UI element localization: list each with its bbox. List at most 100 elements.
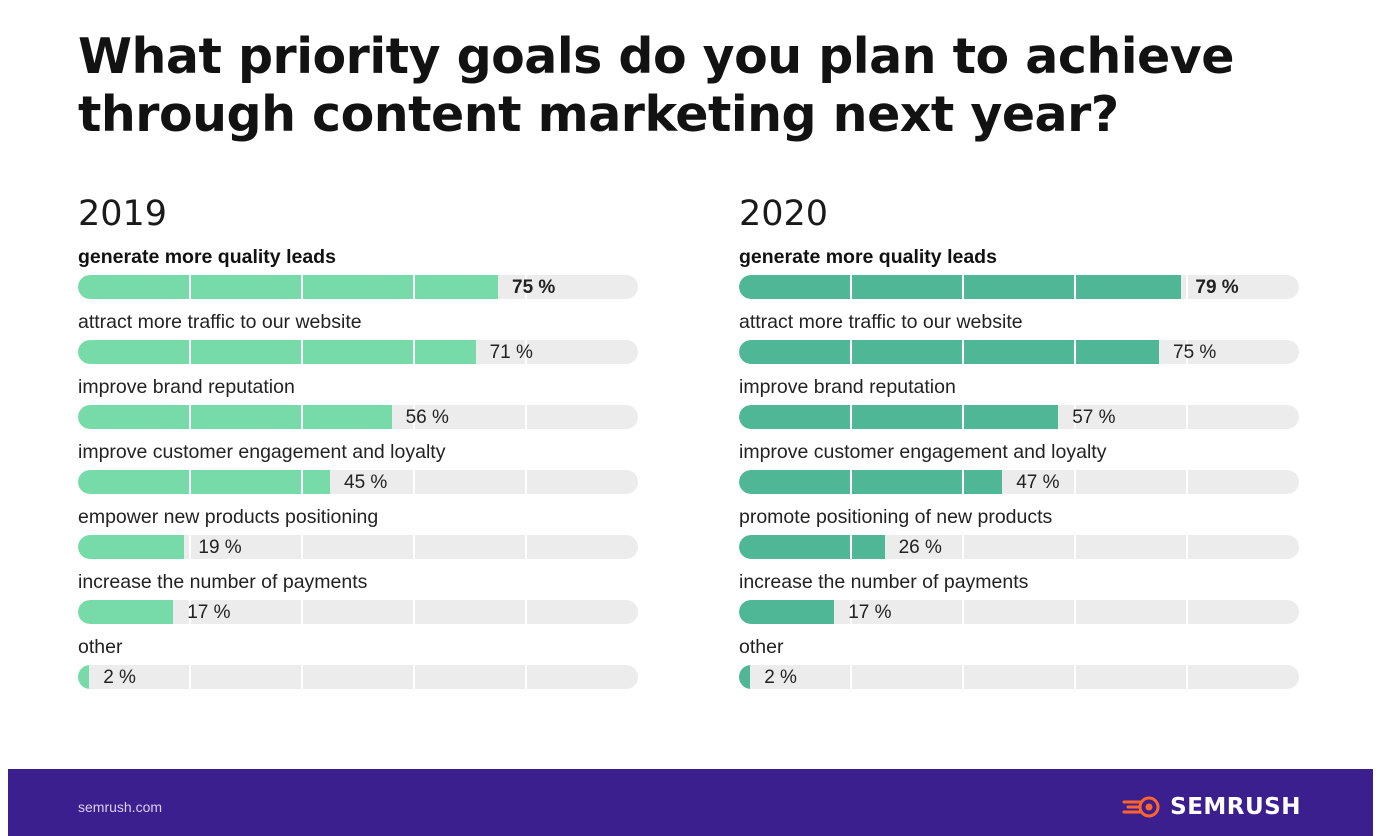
bar-segment-divider: [525, 275, 527, 299]
value-label: 75 %: [1173, 342, 1217, 363]
bar-segment-divider: [1186, 405, 1188, 429]
bar-segment-divider: [1074, 600, 1076, 624]
bar-segment-divider: [962, 275, 964, 299]
category-label: attract more traffic to our website: [78, 311, 362, 333]
bar-segment-divider: [525, 665, 527, 689]
bar-track: 75 %: [739, 340, 1299, 364]
bar-segment-divider: [189, 470, 191, 494]
footer-bar: semrush.com SEMRUSH: [8, 769, 1373, 836]
bar-track: 75 %: [78, 275, 638, 299]
category-label: increase the number of payments: [739, 571, 1029, 593]
bar-segment-divider: [1074, 535, 1076, 559]
category-label: improve brand reputation: [739, 376, 956, 398]
bar-row: promote positioning of new products 26 %: [739, 504, 1299, 569]
bar-segment-divider: [1074, 340, 1076, 364]
category-label: empower new products positioning: [78, 506, 379, 528]
bar-segment-divider: [1186, 600, 1188, 624]
panel-2019: 2019 generate more quality leads 75 % attr…: [78, 192, 638, 699]
bar-fill: [78, 405, 392, 429]
bar-row: improve customer engagement and loyalty 4…: [739, 439, 1299, 504]
bar-segment-divider: [413, 470, 415, 494]
bar-fill: [739, 275, 1182, 299]
bar-track: 26 %: [739, 535, 1299, 559]
category-label: other: [739, 636, 784, 658]
bar-list-2019: generate more quality leads 75 % attract m…: [78, 244, 638, 699]
bar-track: 57 %: [739, 405, 1299, 429]
bar-fill: [739, 600, 835, 624]
bar-segment-divider: [962, 470, 964, 494]
bar-segment-divider: [301, 405, 303, 429]
bar-segment-divider: [1186, 665, 1188, 689]
chart-title-line-1: What priority goals do you plan to achie…: [78, 28, 1234, 85]
bar-segment-divider: [850, 405, 852, 429]
bar-segment-divider: [413, 405, 415, 429]
bar-fill: [739, 405, 1059, 429]
value-label: 47 %: [1016, 472, 1060, 493]
bar-row: improve brand reputation 56 %: [78, 374, 638, 439]
footer-url[interactable]: semrush.com: [78, 799, 163, 815]
bar-segment-divider: [962, 340, 964, 364]
bar-row: generate more quality leads 79 %: [739, 244, 1299, 309]
value-label: 57 %: [1072, 407, 1116, 428]
bar-segment-divider: [850, 535, 852, 559]
bar-segment-divider: [1074, 405, 1076, 429]
bar-segment-divider: [525, 340, 527, 364]
brand-logo: SEMRUSH: [1122, 793, 1301, 821]
category-label: attract more traffic to our website: [739, 311, 1023, 333]
bar-track: 2 %: [78, 665, 638, 689]
bar-fill: [78, 535, 185, 559]
chart-title: What priority goals do you plan to achie…: [78, 28, 1278, 144]
semrush-fireball-icon: [1122, 796, 1160, 818]
chart-title-line-2: through content marketing next year?: [78, 86, 1119, 143]
bar-track: 17 %: [78, 600, 638, 624]
bar-segment-divider: [962, 600, 964, 624]
bar-row: attract more traffic to our website 75 %: [739, 309, 1299, 374]
bar-segment-divider: [962, 535, 964, 559]
bar-fill: [78, 665, 90, 689]
year-heading-2020: 2020: [739, 194, 829, 234]
bar-row: increase the number of payments 17 %: [739, 569, 1299, 634]
bar-segment-divider: [850, 470, 852, 494]
brand-name: SEMRUSH: [1170, 794, 1301, 820]
bar-fill: [78, 275, 498, 299]
bar-fill: [739, 340, 1159, 364]
bar-segment-divider: [301, 340, 303, 364]
bar-row: increase the number of payments 17 %: [78, 569, 638, 634]
bar-segment-divider: [1186, 340, 1188, 364]
bar-fill: [78, 600, 174, 624]
bar-segment-divider: [850, 600, 852, 624]
category-label: promote positioning of new products: [739, 506, 1053, 528]
bar-segment-divider: [1074, 275, 1076, 299]
bar-segment-divider: [962, 665, 964, 689]
bar-segment-divider: [301, 600, 303, 624]
bar-segment-divider: [413, 535, 415, 559]
bar-segment-divider: [301, 535, 303, 559]
bar-track: 2 %: [739, 665, 1299, 689]
bar-segment-divider: [1074, 470, 1076, 494]
bar-track: 17 %: [739, 600, 1299, 624]
bar-segment-divider: [1186, 470, 1188, 494]
category-label: other: [78, 636, 123, 658]
category-label: improve customer engagement and loyalty: [78, 441, 446, 463]
bar-segment-divider: [301, 275, 303, 299]
category-label: generate more quality leads: [78, 246, 336, 268]
bar-segment-divider: [189, 535, 191, 559]
value-label: 75 %: [512, 277, 556, 298]
bar-track: 71 %: [78, 340, 638, 364]
bar-list-2020: generate more quality leads 79 % attract m…: [739, 244, 1299, 699]
bar-segment-divider: [1186, 535, 1188, 559]
value-label: 71 %: [489, 342, 533, 363]
bar-row: other 2 %: [78, 634, 638, 699]
bar-track: 56 %: [78, 405, 638, 429]
bar-segment-divider: [1186, 275, 1188, 299]
year-heading-2019: 2019: [78, 194, 168, 234]
category-label: generate more quality leads: [739, 246, 997, 268]
bar-segment-divider: [525, 600, 527, 624]
bar-track: 45 %: [78, 470, 638, 494]
panel-2020: 2020 generate more quality leads 79 % attr…: [739, 192, 1299, 699]
bar-segment-divider: [189, 275, 191, 299]
bar-segment-divider: [962, 405, 964, 429]
bar-track: 19 %: [78, 535, 638, 559]
category-label: improve brand reputation: [78, 376, 295, 398]
bar-row: generate more quality leads 75 %: [78, 244, 638, 309]
